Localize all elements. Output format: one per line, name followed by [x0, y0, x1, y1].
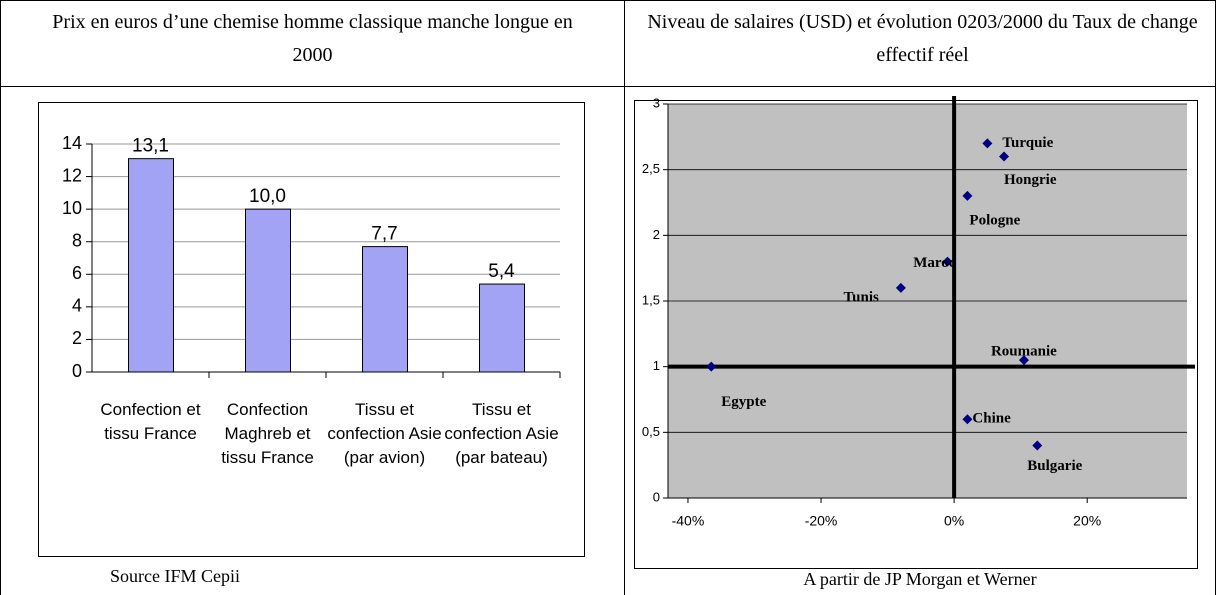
- point: [706, 361, 717, 372]
- bar: [479, 283, 525, 373]
- point-label: Roumanie: [991, 344, 1057, 360]
- bar: [245, 208, 291, 373]
- x-tick-label: Tissu et confection Asie (par avion): [327, 400, 442, 467]
- point: [1018, 355, 1029, 366]
- y-tick-label: 12: [62, 165, 82, 185]
- x-tick-label: Tissu et confection Asie (par bateau): [444, 400, 559, 467]
- point-label: Pologne: [969, 212, 1020, 228]
- y-tick-label: 3: [653, 95, 660, 110]
- y-tick-label: 0,5: [642, 424, 660, 439]
- cell-header: Prix en euros d’une chemise homme classi…: [52, 11, 573, 66]
- y-tick-label: 2,5: [642, 161, 660, 176]
- data-label: 13,1: [132, 136, 169, 157]
- y-tick-label: 2: [72, 328, 82, 348]
- source: Source IFM Cepii: [110, 566, 240, 586]
- y-tick-label: 8: [72, 230, 82, 250]
- point: [982, 138, 993, 149]
- y-tick-label: 2: [653, 227, 660, 242]
- point-label: Turquie: [1002, 135, 1053, 151]
- point-label: Maroc: [913, 255, 956, 271]
- y-tick-label: 4: [72, 296, 82, 316]
- x-tick-label: Confection et tissu France: [100, 400, 201, 443]
- x-tick-label: Confection Maghreb et tissu France: [221, 400, 314, 467]
- point: [942, 256, 953, 267]
- point: [999, 151, 1010, 162]
- data-label: 5,4: [488, 261, 515, 282]
- x-tick-label: 0%: [944, 513, 964, 529]
- data-label: 10,0: [249, 186, 286, 207]
- y-tick-label: 14: [62, 133, 82, 153]
- x-tick-label: 20%: [1073, 513, 1101, 529]
- point-label: Tunis: [844, 289, 879, 305]
- point: [962, 190, 973, 201]
- x-tick-label: -40%: [672, 513, 705, 529]
- bar: [128, 158, 174, 373]
- point: [962, 414, 973, 425]
- point-label: Egypte: [721, 394, 766, 410]
- point-label: Hongrie: [1004, 172, 1057, 188]
- point-label: Chine: [972, 411, 1011, 427]
- y-tick-label: 0: [72, 361, 82, 381]
- data-label: 7,7: [371, 224, 397, 245]
- point: [1032, 440, 1043, 451]
- y-tick-label: 1,5: [642, 292, 660, 307]
- point-label: Bulgarie: [1027, 458, 1082, 474]
- cell-header: Niveau de salaires (USD) et évolution 02…: [647, 11, 1198, 66]
- x-tick-label: -20%: [805, 513, 838, 529]
- point: [895, 282, 906, 293]
- y-tick-label: 1: [653, 358, 660, 373]
- y-tick-label: 0: [653, 489, 660, 504]
- y-tick-label: 6: [72, 263, 82, 283]
- bar: [362, 246, 408, 373]
- y-tick-label: 10: [62, 198, 82, 218]
- source: A partir de JP Morgan et Werner: [803, 569, 1037, 589]
